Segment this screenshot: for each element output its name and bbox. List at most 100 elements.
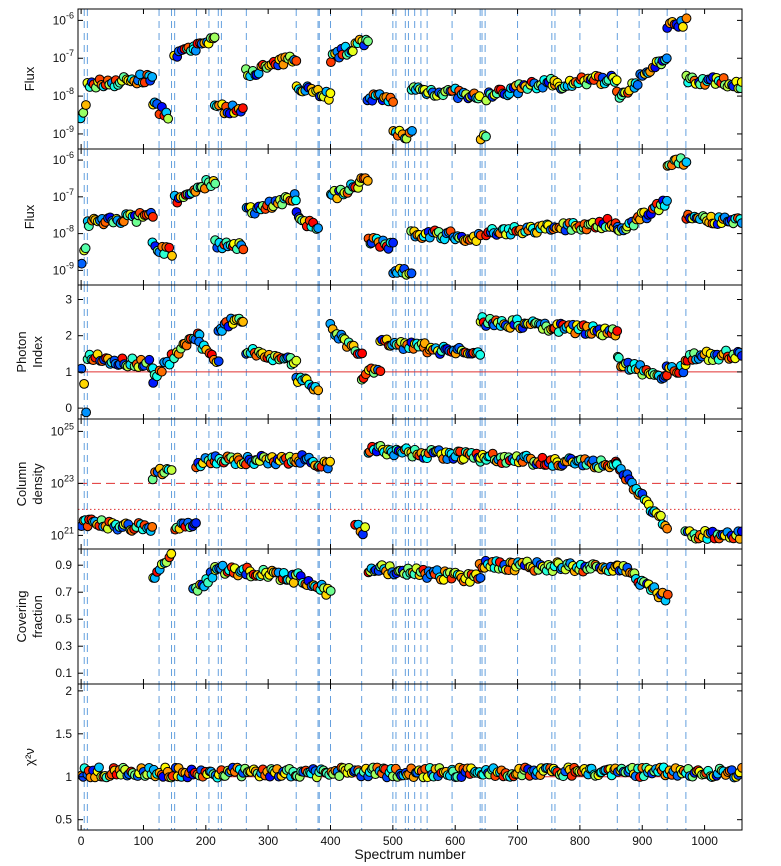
y-tick-label: 2: [65, 684, 72, 698]
data-point: [632, 80, 643, 90]
data-point: [325, 88, 336, 99]
panel-chi-square: 0.5 1 1.5 2 χ²ν: [22, 683, 743, 831]
y-tick-label: 1025: [51, 421, 74, 438]
data-point: [388, 97, 399, 107]
y-tick-label: 1: [65, 365, 72, 379]
data-point: [475, 573, 486, 583]
data-point: [325, 456, 336, 467]
x-axis-label: Spectrum number: [354, 846, 466, 862]
data-point: [388, 237, 399, 248]
x-tick-label: 800: [570, 834, 590, 848]
data-point: [681, 13, 692, 24]
data-point: [156, 366, 167, 377]
x-tick-label: 100: [133, 834, 153, 848]
y-axis-label: χ²ν: [22, 748, 37, 766]
x-tick-label: 1000: [691, 834, 718, 848]
y-tick-label: 10-8: [53, 86, 74, 103]
y-axis-label: PhotonIndex: [14, 331, 45, 372]
panel-flux-1: 10-9 10-8 10-7 10-6 Flux: [22, 8, 743, 150]
y-tick-label: 2: [65, 329, 72, 343]
y-tick-label: 10-9: [53, 260, 74, 277]
data-point: [407, 125, 417, 136]
y-tick-label: 0.9: [55, 558, 72, 572]
y-tick-label: 10-6: [53, 10, 74, 27]
x-tick-label: 700: [508, 834, 528, 848]
data-point: [210, 178, 221, 189]
panel-column-density: 1021 1023 1025 Columndensity: [14, 418, 743, 550]
data-point: [148, 212, 158, 222]
data-point: [406, 268, 417, 279]
data-point: [363, 36, 373, 47]
x-tick-label: 300: [258, 834, 278, 848]
x-tick-label: 600: [445, 834, 465, 848]
data-point: [362, 176, 373, 186]
data-point: [661, 53, 672, 64]
data-point: [291, 195, 301, 206]
data-point: [347, 46, 358, 57]
y-axis-label: Flux: [22, 66, 37, 91]
data-point: [191, 518, 201, 528]
data-point: [288, 577, 299, 588]
data-point: [81, 407, 91, 418]
panel-photon-index: 0 1 2 3 PhotonIndex: [14, 284, 743, 420]
data-point: [238, 103, 248, 113]
panel-frame: [77, 683, 743, 831]
data-point: [375, 366, 386, 377]
data-point: [360, 522, 371, 532]
data-point: [656, 510, 666, 521]
y-tick-label: 0.5: [55, 612, 72, 626]
data-point: [613, 352, 624, 363]
data-point: [209, 32, 220, 43]
data-point: [313, 223, 324, 234]
data-point: [481, 131, 491, 142]
data-point: [681, 157, 692, 168]
x-tick-label: 200: [196, 834, 216, 848]
data-point: [662, 523, 672, 534]
panel-covering-fraction: 0.1 0.3 0.5 0.7 0.9 Coveringfraction: [14, 548, 743, 685]
data-point: [611, 75, 622, 86]
y-axis-label: Coveringfraction: [14, 590, 45, 642]
y-tick-label: 1: [65, 770, 72, 784]
data-point: [612, 326, 623, 336]
y-tick-label: 1021: [51, 525, 74, 542]
y-tick-label: 10-6: [53, 150, 74, 167]
data-point: [80, 243, 91, 254]
data-point: [662, 195, 672, 206]
data-point: [474, 91, 485, 102]
data-point: [147, 522, 158, 532]
data-point: [291, 355, 302, 366]
y-tick-label: 10-8: [53, 224, 74, 241]
data-point: [144, 354, 155, 365]
data-point: [78, 258, 87, 269]
y-tick-label: 0: [65, 401, 72, 415]
y-axis-label: Flux: [22, 204, 37, 229]
data-point: [238, 244, 249, 255]
x-tick-label: 500: [383, 834, 403, 848]
data-point: [94, 762, 104, 773]
x-tick-label: 900: [632, 834, 652, 848]
data-point: [662, 589, 673, 600]
data-point: [164, 242, 175, 253]
y-axis-label: Columndensity: [14, 462, 45, 507]
y-tick-label: 0.1: [55, 666, 72, 680]
y-tick-label: 1.5: [55, 727, 72, 741]
data-point: [167, 250, 177, 261]
data-point: [166, 549, 177, 559]
data-point: [678, 22, 688, 32]
data-point: [326, 57, 336, 67]
data-point: [213, 356, 224, 367]
data-point: [78, 363, 87, 374]
y-tick-label: 10-7: [53, 48, 74, 65]
data-point: [238, 316, 248, 327]
data-point: [475, 350, 486, 360]
y-tick-label: 0.3: [55, 639, 72, 653]
data-point: [166, 465, 177, 475]
y-tick-label: 0.5: [55, 813, 72, 827]
data-point: [147, 72, 158, 82]
data-point: [79, 379, 89, 389]
y-tick-label: 10-9: [53, 124, 74, 141]
data-point: [163, 113, 174, 124]
panel-flux-2: 10-9 10-8 10-7 10-6 Flux: [22, 148, 743, 286]
y-tick-label: 0.7: [55, 585, 72, 599]
